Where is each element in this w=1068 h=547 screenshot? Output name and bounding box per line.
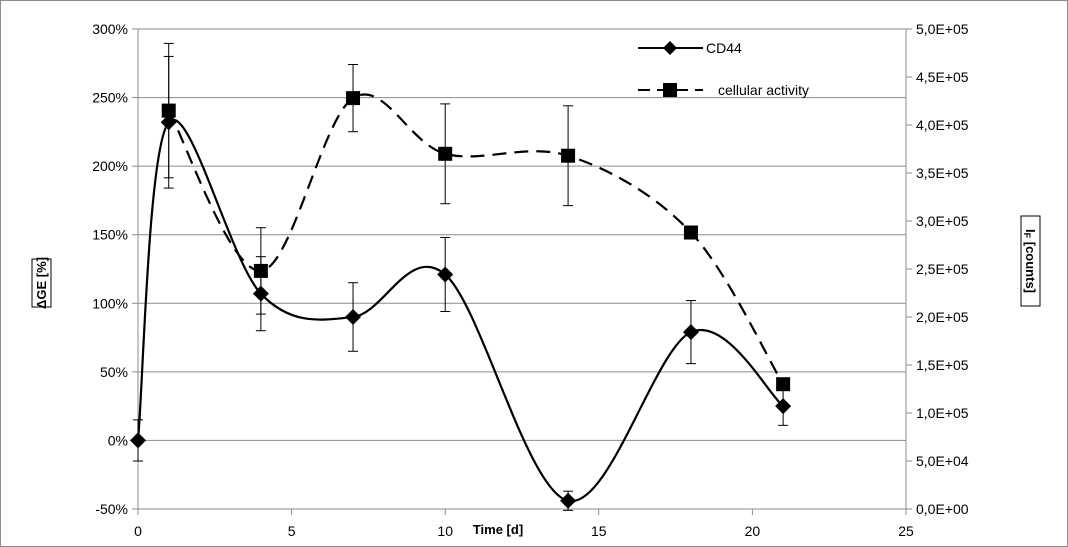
y-tick-label: 200% (92, 158, 128, 174)
y2-tick-label: 2,5E+05 (916, 261, 969, 277)
data-markers (130, 91, 792, 509)
tick-labels: 0 5 10 15 20 25 -50% 0% 50% 100% 150% 200% 250% 300% 0… (92, 21, 969, 539)
y2-axis-title-rest: [counts] (1023, 238, 1038, 293)
x-tick-label: 5 (288, 523, 296, 539)
y-tick-label: -50% (95, 501, 128, 517)
y-tick-label: 250% (92, 90, 128, 106)
data-point-cd44 (252, 285, 269, 302)
series-line-cd44 (136, 118, 784, 502)
axes (132, 28, 912, 515)
data-point-cellular-activity (346, 91, 361, 106)
y2-axis-title-sub: F (1022, 233, 1032, 239)
y2-axis-title-group: IF [counts] (1020, 215, 1041, 307)
y2-tick-label: 0,0E+00 (916, 501, 969, 517)
x-tick-label: 20 (745, 523, 761, 539)
data-point-cd44 (682, 324, 699, 341)
y-tick-label: 150% (92, 227, 128, 243)
x-axis-title: Time [d] (473, 522, 523, 537)
y2-axis-title: IF [counts] (1022, 229, 1038, 293)
y-tick-label: 0% (108, 432, 128, 448)
y-tick-label: 50% (100, 364, 128, 380)
y2-tick-label: 1,0E+05 (916, 405, 969, 421)
y2-tick-label: 2,0E+05 (916, 309, 969, 325)
y2-tick-label: 3,5E+05 (916, 165, 969, 181)
y2-tick-label: 3,0E+05 (916, 213, 969, 229)
data-point-cellular-activity (561, 148, 576, 163)
x-tick-label: 25 (898, 523, 914, 539)
y2-tick-label: 4,5E+05 (916, 69, 969, 85)
data-point-cellular-activity (253, 263, 268, 278)
y-axis-title: ΔGE [%] (34, 257, 49, 309)
x-tick-label: 0 (134, 523, 142, 539)
x-tick-label: 10 (437, 523, 453, 539)
gridlines (138, 28, 906, 441)
data-point-cd44 (160, 114, 177, 131)
legend-marker-cellular-activity (663, 83, 677, 97)
y2-axis-title-main: I (1023, 229, 1038, 233)
data-point-cellular-activity (438, 146, 453, 161)
y2-tick-label: 5,0E+05 (916, 21, 969, 37)
y-axis-title-group: ΔGE [%] (31, 257, 52, 309)
y-tick-label: 100% (92, 295, 128, 311)
y-tick-label: 300% (92, 21, 128, 37)
data-point-cd44 (775, 398, 792, 415)
y2-tick-label: 1,5E+05 (916, 357, 969, 373)
data-point-cd44 (345, 309, 362, 325)
data-point-cellular-activity (683, 225, 698, 240)
data-point-cd44 (437, 266, 454, 283)
legend: CD44 cellular activity (638, 40, 809, 98)
y2-tick-label: 5,0E+04 (916, 453, 969, 469)
y2-tick-label: 4,0E+05 (916, 117, 969, 133)
data-point-cd44 (130, 432, 146, 449)
legend-label-cellular-activity: cellular activity (718, 82, 809, 98)
x-tick-label: 15 (591, 523, 607, 539)
y2-axis-title-box (1020, 215, 1041, 307)
data-point-cd44 (560, 492, 577, 509)
legend-label-cd44: CD44 (706, 40, 742, 56)
y-axis-title-box (31, 258, 52, 308)
legend-marker-cd44 (663, 41, 677, 55)
data-point-cellular-activity (776, 377, 791, 392)
data-point-cellular-activity (161, 103, 176, 118)
